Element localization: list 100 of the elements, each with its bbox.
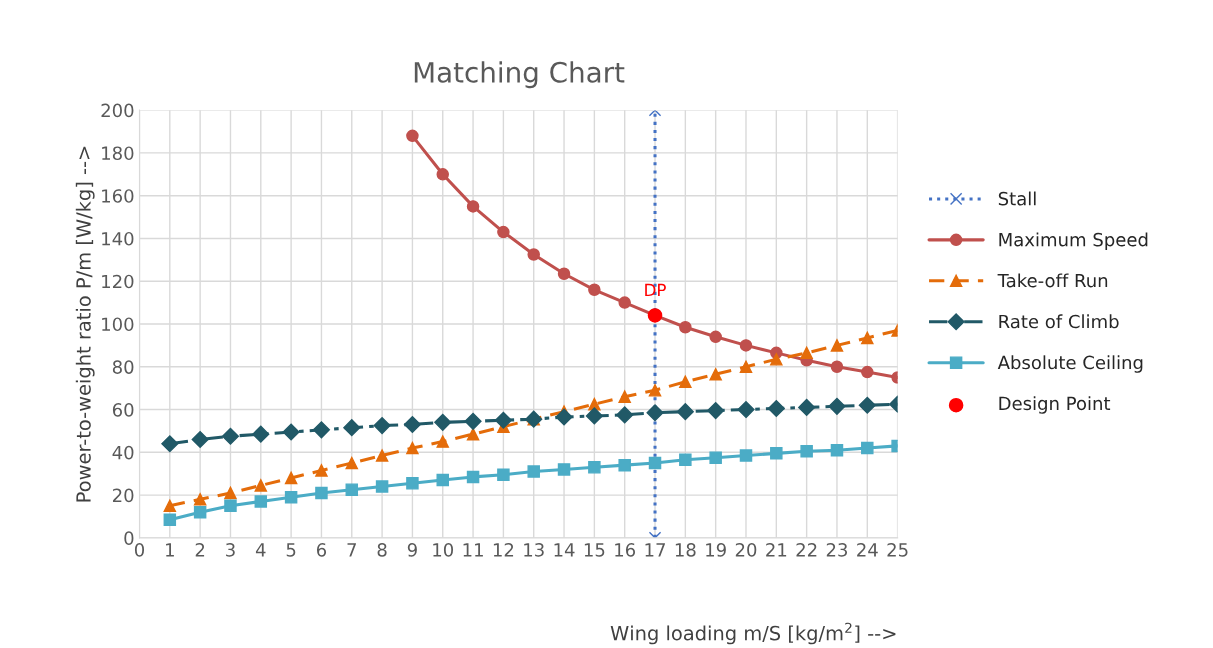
point	[373, 417, 391, 435]
point	[193, 493, 207, 506]
point	[739, 449, 753, 462]
point	[830, 339, 844, 352]
point	[555, 408, 573, 426]
point	[618, 458, 631, 472]
y-tick-label: 120	[102, 274, 134, 289]
point	[709, 451, 722, 464]
y-tick-label: 20	[112, 488, 134, 503]
point	[709, 330, 722, 344]
point	[800, 444, 813, 458]
legend-label: Take-off Run	[997, 273, 1108, 288]
point	[252, 425, 270, 443]
x-tick-label: 21	[766, 543, 787, 557]
x-tick-label: 16	[615, 543, 636, 557]
x-tick-label: 22	[796, 543, 817, 557]
point	[497, 225, 510, 239]
y-tick-label: 180	[102, 146, 134, 161]
point	[163, 513, 177, 526]
point	[770, 353, 783, 366]
point	[193, 505, 207, 519]
x-tick-label: 7	[347, 543, 356, 557]
point	[861, 331, 874, 345]
y-tick-label: 60	[112, 403, 134, 417]
point	[284, 471, 298, 485]
point	[403, 415, 421, 434]
point	[618, 296, 631, 309]
point	[315, 486, 328, 500]
y-tick-label: 40	[112, 445, 134, 460]
legend-label: Stall	[998, 191, 1036, 206]
point	[221, 427, 240, 445]
y-tick-label: 100	[102, 317, 134, 332]
point	[585, 407, 603, 425]
x-tick-label: 3	[226, 543, 235, 557]
x-tick-label: 14	[554, 543, 575, 557]
point	[737, 400, 755, 419]
point	[161, 435, 179, 453]
point	[375, 449, 389, 462]
point	[406, 441, 419, 455]
x-tick-label: 12	[493, 543, 514, 557]
x-tick-label: 2	[195, 543, 205, 557]
legend-label: Absolute Ceiling	[997, 355, 1143, 373]
point	[646, 404, 664, 422]
point	[434, 413, 452, 431]
point	[466, 470, 480, 484]
point	[676, 403, 694, 421]
point	[436, 473, 449, 487]
point	[830, 360, 844, 374]
point	[770, 447, 783, 460]
y-tick-label: 140	[102, 231, 134, 246]
x-tick-label: 20	[735, 543, 757, 557]
y-tick-label: 200	[101, 103, 134, 118]
point	[616, 406, 634, 424]
point	[312, 421, 330, 439]
point	[406, 477, 419, 490]
point	[739, 339, 753, 352]
point	[466, 200, 480, 213]
x-tick-label: 8	[377, 543, 387, 557]
x-tick-label: 24	[857, 543, 878, 557]
point	[191, 430, 209, 449]
point	[527, 465, 540, 478]
point	[254, 479, 268, 492]
point	[648, 456, 662, 470]
point	[709, 368, 722, 381]
annotation: DP	[645, 283, 666, 296]
point	[343, 419, 361, 437]
point	[828, 397, 846, 415]
x-tick-label: 6	[316, 543, 327, 557]
y-tick-label: 0	[124, 531, 134, 545]
point	[800, 346, 813, 360]
x-tick-label: 4	[255, 543, 266, 557]
x-tick-label: 0	[134, 543, 145, 557]
point	[618, 390, 631, 403]
x-tick-label: 19	[706, 543, 726, 557]
y-axis-title: Power-to-weight ratio P/m [W/kg] -->	[75, 146, 95, 502]
point	[679, 453, 692, 467]
x-tick-label: 1	[166, 543, 174, 557]
point	[282, 423, 300, 441]
point	[494, 411, 512, 429]
point	[858, 396, 876, 414]
point	[707, 402, 725, 420]
point	[739, 360, 753, 374]
x-tick-label: 10	[433, 543, 454, 557]
point	[588, 283, 601, 297]
x-tick-label: 9	[407, 543, 417, 557]
point	[527, 248, 540, 261]
x-tick-label: 15	[584, 543, 605, 557]
point	[557, 267, 571, 280]
point	[345, 456, 359, 470]
y-tick-label: 160	[102, 189, 134, 203]
legend-label: Rate of Climb	[999, 314, 1119, 329]
x-axis-title: Wing loading m/S [kg/m$^{2}$] -->	[610, 622, 896, 645]
point	[284, 490, 298, 504]
point	[497, 468, 510, 482]
chart-title: Matching Chart	[414, 61, 625, 89]
legend-label: Design Point	[999, 396, 1111, 414]
point	[224, 486, 237, 500]
x-tick-label: 11	[463, 543, 483, 557]
point	[648, 384, 662, 397]
point	[406, 129, 419, 143]
